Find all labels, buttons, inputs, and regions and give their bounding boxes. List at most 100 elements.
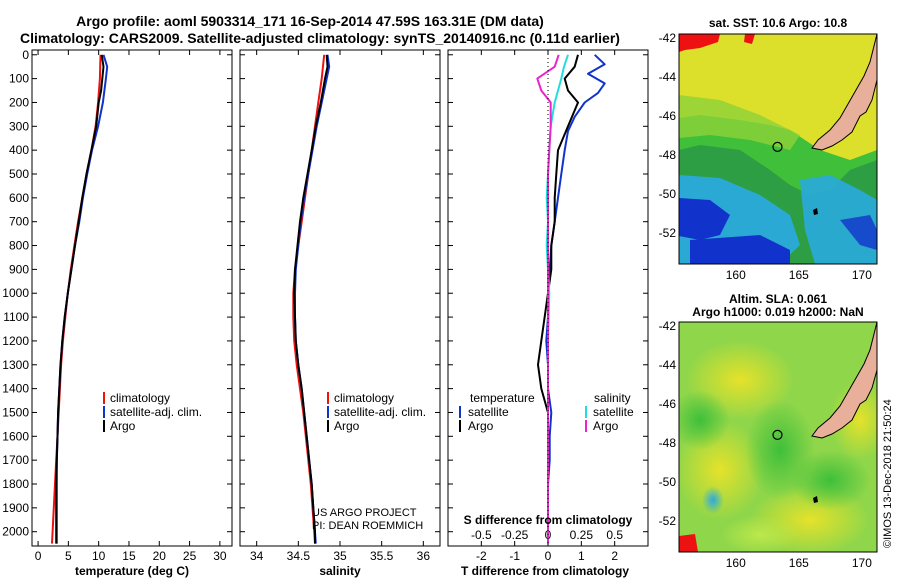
- depth-tick-label: 1300: [2, 358, 29, 372]
- sst-map-lon-label: 160: [726, 268, 746, 282]
- s-difference-axis-label: S difference from climatology: [464, 513, 633, 527]
- sla-map-profile-marker: [772, 429, 783, 440]
- sst-map-lat-label: -44: [659, 70, 677, 84]
- depth-tick-label: 1100: [3, 310, 29, 324]
- sla-map-field: [679, 322, 877, 552]
- temperature-x-tick-label: 15: [122, 549, 136, 563]
- depth-tick-label: 800: [9, 239, 29, 253]
- salinity-axis-label: salinity: [319, 564, 361, 578]
- salinity-x-tick-label: 34: [250, 549, 264, 563]
- depth-tick-label: 1900: [2, 501, 29, 515]
- depth-tick-label: 2000: [2, 525, 29, 539]
- temperature-x-tick-label: 30: [213, 549, 227, 563]
- temperature-x-tick-label: 0: [35, 549, 42, 563]
- sla-map-lon-label: 170: [852, 556, 872, 570]
- legend-label-argo: Argo: [110, 419, 136, 433]
- t-difference-axis-label: T difference from climatology: [461, 564, 629, 578]
- sst-map-lat-label: -50: [659, 187, 677, 201]
- depth-tick-label: 1600: [2, 429, 29, 443]
- profile-series: [51, 54, 606, 544]
- sla-map-title: Altim. SLA: 0.061: [729, 292, 827, 306]
- salinity-panel-frame: [239, 49, 441, 547]
- difference-legend: temperature satellite Argo salinity sate…: [459, 391, 634, 433]
- depth-tick-label: 100: [9, 72, 29, 86]
- temperature-x-tick-label: 20: [153, 549, 167, 563]
- legend-heading-salinity: salinity: [594, 391, 631, 405]
- difference-x-tick-label: 1: [578, 549, 585, 563]
- sst-map-lon-label: 165: [789, 268, 809, 282]
- salinity-x-tick-label: 34.5: [287, 549, 311, 563]
- sst-map-profile-marker: [772, 141, 783, 152]
- imos-credit: ©IMOS 13-Dec-2018 21:50:24: [882, 399, 894, 548]
- sla-map-lon-label: 160: [726, 556, 746, 570]
- temperature-panel-frame: [31, 49, 233, 547]
- salinity-x-tick-label: 35: [333, 549, 347, 563]
- depth-tick-label: 1000: [2, 286, 29, 300]
- s-difference-tick-label: 0.5: [606, 528, 623, 542]
- legend-heading-temperature: temperature: [470, 391, 535, 405]
- legend-label-t-argo: Argo: [468, 419, 494, 433]
- depth-tick-label: 500: [9, 167, 29, 181]
- sst-map-lat-label: -48: [659, 148, 677, 162]
- depth-tick-label: 1500: [2, 405, 29, 419]
- figure-title-line1: Argo profile: aoml 5903314_171 16-Sep-20…: [76, 13, 544, 29]
- sst-map-lat-label: -42: [659, 31, 677, 45]
- temperature-x-tick-label: 5: [65, 549, 72, 563]
- difference-x-tick-label: 0: [545, 549, 552, 563]
- temperature-axis-label: temperature (deg C): [75, 564, 189, 578]
- legend-label-satellite: satellite-adj. clim.: [110, 405, 202, 419]
- difference-x-tick-label: -1: [509, 549, 520, 563]
- s-difference-tick-label: -0.5: [471, 528, 492, 542]
- difference-series-argo-salinity: [536, 54, 560, 544]
- project-credit: US ARGO PROJECT: [312, 507, 417, 519]
- sst-map-lat-label: -46: [659, 109, 677, 123]
- s-difference-tick-label: -0.25: [501, 528, 529, 542]
- depth-tick-label: 1700: [2, 453, 29, 467]
- depth-tick-label: 900: [9, 262, 29, 276]
- temperature-legend: climatology satellite-adj. clim. Argo: [103, 391, 202, 433]
- sla-map-subtitle: Argo h1000: 0.019 h2000: NaN: [692, 305, 863, 319]
- salinity-x-tick-label: 35.5: [370, 549, 394, 563]
- depth-tick-label: 300: [9, 119, 29, 133]
- sla-map-lat-label: -42: [659, 319, 677, 333]
- sla-map-lat-label: -50: [659, 475, 677, 489]
- difference-x-tick-label: -2: [476, 549, 487, 563]
- sst-map-title: sat. SST: 10.6 Argo: 10.8: [709, 16, 848, 30]
- salinity-legend: climatology satellite-adj. clim. Argo: [327, 391, 426, 433]
- sla-map-lat-label: -44: [659, 358, 677, 372]
- depth-tick-label: 600: [9, 191, 29, 205]
- sla-map-lon-label: 165: [789, 556, 809, 570]
- depth-tick-label: 1200: [2, 334, 29, 348]
- legend-label-s-satellite: satellite: [593, 405, 634, 419]
- temperature-series-argo: [55, 54, 105, 544]
- legend-label-s-argo: Argo: [593, 419, 619, 433]
- figure-title-line2: Climatology: CARS2009. Satellite-adjuste…: [20, 30, 620, 46]
- legend-label-satellite: satellite-adj. clim.: [334, 405, 426, 419]
- sst-map-frame: [678, 33, 878, 265]
- depth-tick-label: 1800: [2, 477, 29, 491]
- depth-tick-label: 200: [9, 95, 29, 109]
- depth-tick-label: 0: [22, 48, 29, 62]
- sst-map-lat-label: -52: [659, 226, 677, 240]
- pi-credit: PI: DEAN ROEMMICH: [312, 520, 423, 532]
- salinity-series-argo: [293, 54, 329, 544]
- sst-map-field: [679, 34, 877, 264]
- salinity-x-tick-label: 36: [417, 549, 431, 563]
- depth-tick-label: 400: [9, 143, 29, 157]
- temperature-x-tick-label: 25: [183, 549, 197, 563]
- sst-map-lon-label: 170: [852, 268, 872, 282]
- legend-label-t-satellite: satellite: [468, 405, 509, 419]
- sla-map-frame: [678, 321, 878, 553]
- sla-map-lat-label: -46: [659, 397, 677, 411]
- s-difference-tick-label: 0.25: [570, 528, 594, 542]
- sla-map-lat-label: -52: [659, 514, 677, 528]
- sla-map-lat-label: -48: [659, 436, 677, 450]
- depth-tick-label: 700: [9, 215, 29, 229]
- depth-tick-label: 1400: [2, 382, 29, 396]
- legend-label-climatology: climatology: [334, 391, 394, 405]
- legend-label-argo: Argo: [334, 419, 360, 433]
- difference-x-tick-label: 2: [611, 549, 618, 563]
- legend-label-climatology: climatology: [110, 391, 170, 405]
- temperature-x-tick-label: 10: [92, 549, 106, 563]
